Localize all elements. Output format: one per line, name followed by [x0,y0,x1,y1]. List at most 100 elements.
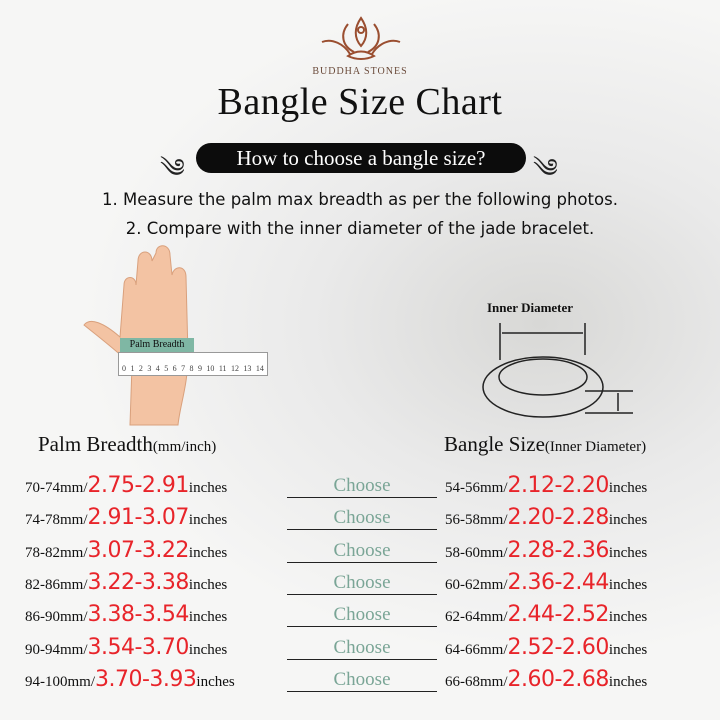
bangle-unit: inches [608,609,648,626]
palm-unit: inches [188,480,228,496]
ruler-tick: 7 [181,364,186,373]
bangle-size: 54-56mm/2.12-2.20inches [445,473,647,498]
palm-size: 70-74mm/2.75-2.91inches [25,473,227,498]
palm-breadth-label: Palm Breadth [120,338,194,352]
bangle-mm: 62-64mm/ [445,609,508,626]
bangle-inches: 2.28-2.36 [507,537,610,563]
subtitle-banner: How to choose a bangle size? [196,143,526,173]
choose-link[interactable]: Choose [287,507,437,531]
bangle-mm: 60-62mm/ [445,576,508,593]
palm-size: 86-90mm/3.38-3.54inches [25,602,227,627]
ruler-tick: 3 [147,364,152,373]
inner-diameter-label: Inner Diameter [487,300,574,315]
table-row: 82-86mm/3.22-3.38inches Choose 60-62mm/2… [0,569,720,601]
palm-inches: 3.70-3.93 [95,666,197,692]
choose-link[interactable]: Choose [287,637,437,660]
ruler-tick: 8 [189,364,194,373]
palm-size: 74-78mm/2.91-3.07inches [25,505,227,530]
palm-mm: 70-74mm/ [25,480,88,496]
palm-unit: inches [188,544,228,561]
bangle-inches: 2.44-2.52 [507,602,610,628]
ruler-tick: 1 [130,364,135,373]
palm-mm: 94-100mm/ [25,673,95,690]
bangle-unit: inches [608,480,648,496]
palm-inches: 2.91-3.07 [87,505,190,531]
table-row: 70-74mm/2.75-2.91inches Choose 54-56mm/2… [0,472,720,504]
ruler-tick: 0 [122,364,126,373]
ruler-tick: 6 [172,364,177,373]
bangle-unit: inches [608,673,648,690]
table-row: 74-78mm/2.91-3.07inches Choose 56-58mm/2… [0,504,720,536]
palm-mm: 86-90mm/ [25,609,88,626]
bangle-mm: 56-58mm/ [445,512,508,529]
palm-header-label: Palm Breadth [38,432,153,456]
palm-unit: inches [188,609,228,626]
palm-unit: inches [188,641,228,658]
palm-mm: 78-82mm/ [25,544,88,561]
palm-size: 82-86mm/3.22-3.38inches [25,570,227,595]
palm-unit: inches [188,512,228,529]
bangle-size: 64-66mm/2.52-2.60inches [445,635,647,660]
bangle-inches: 2.12-2.20 [507,473,610,498]
brand-name: BUDDHA STONES [312,66,408,77]
bangle-header-label: Bangle Size [444,432,545,456]
palm-size: 78-82mm/3.07-3.22inches [25,538,227,563]
palm-header-unit: (mm/inch) [152,439,217,455]
bangle-size: 60-62mm/2.36-2.44inches [445,570,647,595]
bangle-size-header: Bangle Size(Inner Diameter) [444,432,646,457]
ruler-tick: 9 [197,364,202,373]
bangle-mm: 58-60mm/ [445,544,508,561]
page-title: Bangle Size Chart [217,81,503,123]
bangle-mm: 64-66mm/ [445,641,508,658]
table-row: 90-94mm/3.54-3.70inches Choose 64-66mm/2… [0,634,720,666]
palm-mm: 74-78mm/ [25,512,88,529]
bangle-size: 56-58mm/2.20-2.28inches [445,505,647,530]
step-2: 2. Compare with the inner diameter of th… [125,219,595,238]
palm-inches: 3.38-3.54 [87,602,190,628]
bangle-unit: inches [608,544,648,561]
lotus-meditation-icon [321,16,401,60]
palm-breadth-header: Palm Breadth(mm/inch) [38,432,216,457]
bangle-size: 62-64mm/2.44-2.52inches [445,602,647,627]
palm-mm: 90-94mm/ [25,641,88,658]
choose-link[interactable]: Choose [287,540,437,563]
ruler-tick: 12 [230,364,239,373]
table-row: 78-82mm/3.07-3.22inches Choose 58-60mm/2… [0,537,720,569]
table-row: 86-90mm/3.38-3.54inches Choose 62-64mm/2… [0,601,720,633]
bangle-header-unit: (Inner Diameter) [544,439,647,455]
palm-size: 94-100mm/3.70-3.93inches [25,667,235,692]
ruler-tick: 13 [243,364,252,373]
palm-inches: 2.75-2.91 [87,473,190,498]
choose-link[interactable]: Choose [287,604,437,628]
ruler-tick: 11 [218,364,227,373]
ruler-tick: 10 [206,364,215,373]
bangle-size: 66-68mm/2.60-2.68inches [445,667,647,692]
choose-link[interactable]: Choose [287,475,437,498]
palm-size: 90-94mm/3.54-3.70inches [25,635,227,660]
palm-mm: 82-86mm/ [25,576,88,593]
bangle-mm: 66-68mm/ [445,673,508,690]
bangle-inches: 2.60-2.68 [507,666,610,692]
ruler-tick: 4 [155,364,160,373]
hand-illustration [83,245,189,426]
bangle-size: 58-60mm/2.28-2.36inches [445,538,647,563]
left-ornament-icon: ༄ [160,154,185,183]
right-ornament-icon: ༄ [533,154,558,183]
ruler: 0 1 2 3 4 5 6 7 8 9 10 11 12 13 14 [118,352,268,376]
choose-link[interactable]: Choose [287,669,437,692]
bangle-unit: inches [608,512,648,529]
step-1: 1. Measure the palm max breadth as per t… [102,190,618,209]
choose-link[interactable]: Choose [287,572,437,595]
bangle-inches: 2.52-2.60 [507,634,610,660]
ruler-tick: 5 [164,364,169,373]
ruler-tick: 2 [138,364,143,373]
palm-unit: inches [196,673,235,690]
palm-unit: inches [188,576,228,593]
palm-inches: 3.07-3.22 [87,537,190,563]
bangle-inches: 2.20-2.28 [507,505,610,531]
bangle-mm: 54-56mm/ [445,480,508,496]
bangle-unit: inches [608,641,648,658]
ruler-tick: 14 [255,364,264,373]
palm-inches: 3.22-3.38 [87,569,190,595]
